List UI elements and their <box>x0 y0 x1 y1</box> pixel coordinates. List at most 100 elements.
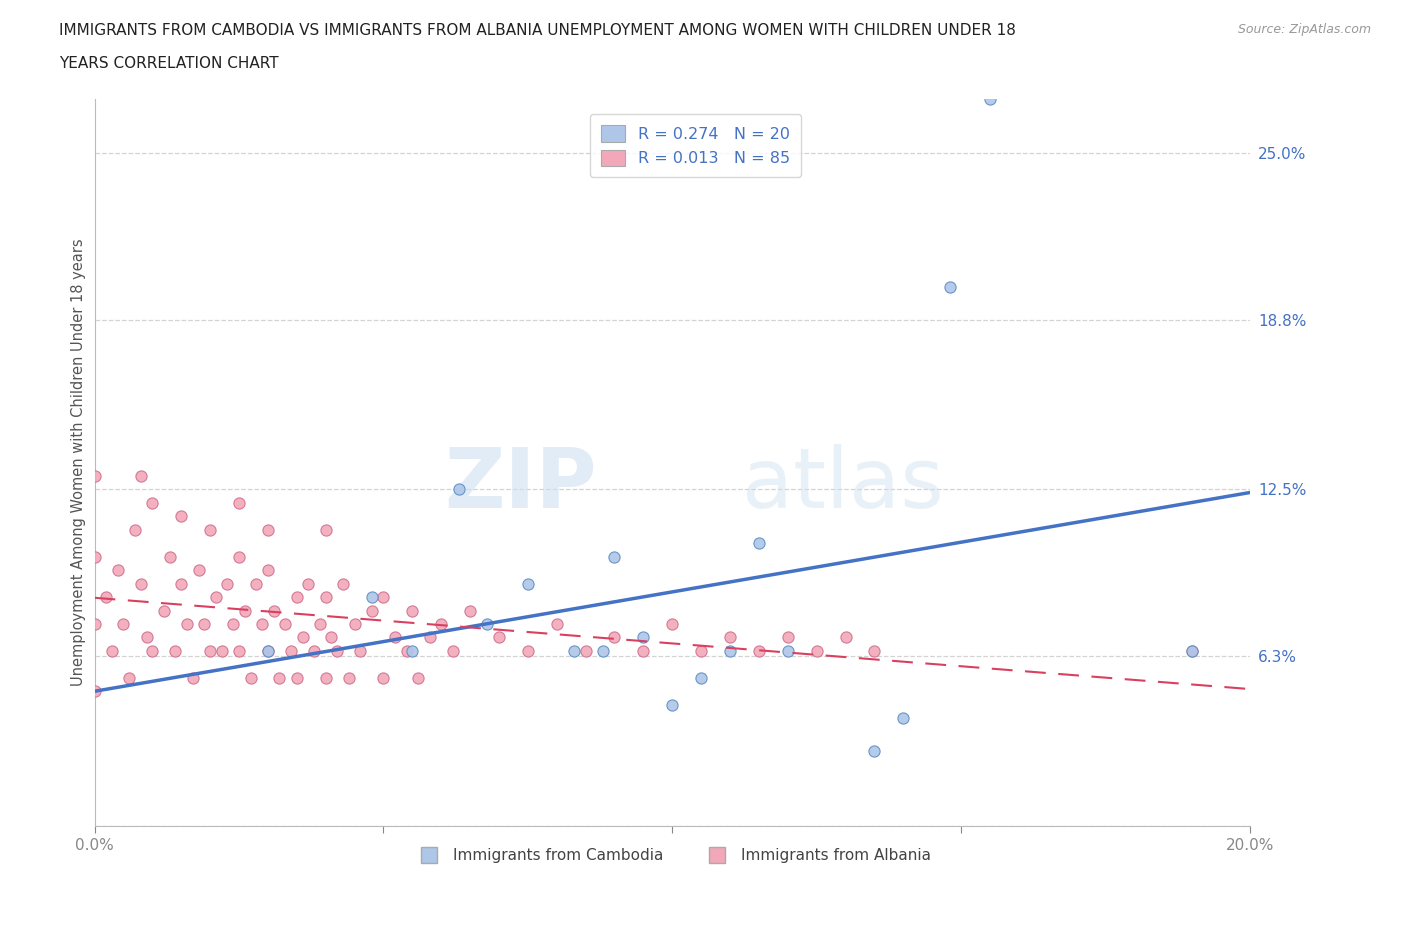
Point <box>302 644 325 658</box>
Point <box>603 630 626 644</box>
Point <box>776 630 799 644</box>
Point <box>280 644 302 658</box>
Point <box>315 523 337 538</box>
Point <box>360 603 382 618</box>
Point <box>153 603 176 618</box>
Point <box>83 617 105 631</box>
Point <box>395 644 418 658</box>
Point <box>441 644 464 658</box>
Point <box>776 644 799 658</box>
Text: ZIP: ZIP <box>444 444 598 525</box>
Text: IMMIGRANTS FROM CAMBODIA VS IMMIGRANTS FROM ALBANIA UNEMPLOYMENT AMONG WOMEN WIT: IMMIGRANTS FROM CAMBODIA VS IMMIGRANTS F… <box>59 23 1017 38</box>
Point <box>198 523 221 538</box>
Point <box>633 630 655 644</box>
Point <box>748 536 770 551</box>
Point <box>488 630 510 644</box>
Point <box>228 644 250 658</box>
Point <box>891 711 914 725</box>
Point <box>257 523 280 538</box>
Point <box>806 644 828 658</box>
Point <box>575 644 598 658</box>
Point <box>112 617 135 631</box>
Point <box>337 671 360 685</box>
Point <box>181 671 204 685</box>
Point <box>516 576 538 591</box>
Point <box>285 590 308 604</box>
Point <box>257 644 280 658</box>
Point <box>165 644 187 658</box>
Point <box>274 617 297 631</box>
Point <box>211 644 233 658</box>
Point <box>257 563 280 578</box>
Point <box>129 576 152 591</box>
Point <box>406 671 429 685</box>
Text: YEARS CORRELATION CHART: YEARS CORRELATION CHART <box>59 56 278 71</box>
Point <box>834 630 856 644</box>
Point <box>477 617 499 631</box>
Point <box>546 617 568 631</box>
Point <box>228 496 250 511</box>
Point <box>309 617 332 631</box>
Point <box>263 603 285 618</box>
Point <box>129 469 152 484</box>
Y-axis label: Unemployment Among Women with Children Under 18 years: Unemployment Among Women with Children U… <box>72 238 86 686</box>
Point <box>592 644 614 658</box>
Point <box>690 644 713 658</box>
Point <box>447 482 470 497</box>
Point <box>326 644 349 658</box>
Point <box>690 671 713 685</box>
Point <box>315 590 337 604</box>
Point <box>83 469 105 484</box>
Point <box>222 617 245 631</box>
Point <box>349 644 371 658</box>
Point <box>343 617 366 631</box>
Point <box>291 630 314 644</box>
Point <box>863 743 886 758</box>
Point <box>401 603 423 618</box>
Point <box>187 563 209 578</box>
Point <box>198 644 221 658</box>
Point <box>332 576 354 591</box>
Point <box>124 523 146 538</box>
Point <box>419 630 441 644</box>
Text: atlas: atlas <box>741 444 943 525</box>
Point <box>228 550 250 565</box>
Point <box>516 644 538 658</box>
Point <box>135 630 157 644</box>
Point <box>1181 644 1204 658</box>
Point <box>430 617 453 631</box>
Point <box>170 509 193 524</box>
Point <box>360 590 382 604</box>
Point <box>321 630 343 644</box>
Point <box>938 280 960 295</box>
Point <box>863 644 886 658</box>
Point <box>107 563 129 578</box>
Point <box>233 603 256 618</box>
Point <box>205 590 228 604</box>
Point <box>83 684 105 698</box>
Point <box>193 617 215 631</box>
Point <box>748 644 770 658</box>
Point <box>297 576 319 591</box>
Point <box>269 671 291 685</box>
Legend: Immigrants from Cambodia, Immigrants from Albania: Immigrants from Cambodia, Immigrants fro… <box>408 842 938 870</box>
Point <box>285 671 308 685</box>
Point <box>250 617 273 631</box>
Point <box>373 671 395 685</box>
Point <box>176 617 198 631</box>
Point <box>217 576 239 591</box>
Point <box>384 630 406 644</box>
Point <box>562 644 585 658</box>
Point <box>373 590 395 604</box>
Point <box>979 91 1001 106</box>
Point <box>315 671 337 685</box>
Point <box>718 630 741 644</box>
Point <box>458 603 481 618</box>
Point <box>257 644 280 658</box>
Point <box>245 576 267 591</box>
Point <box>661 617 683 631</box>
Point <box>401 644 423 658</box>
Point <box>141 496 163 511</box>
Point <box>603 550 626 565</box>
Point <box>1181 644 1204 658</box>
